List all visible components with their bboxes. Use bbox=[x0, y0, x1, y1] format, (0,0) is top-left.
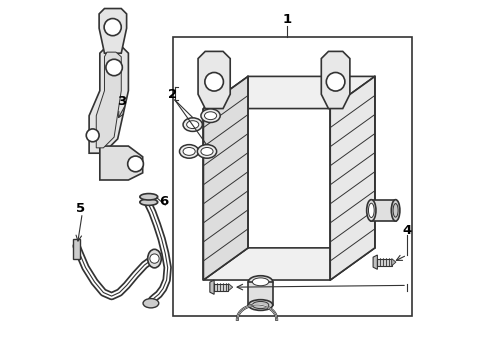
Text: 3: 3 bbox=[117, 95, 125, 108]
Bar bbox=[214, 284, 228, 291]
Bar bbox=[173, 37, 411, 316]
Ellipse shape bbox=[183, 148, 195, 156]
Ellipse shape bbox=[179, 145, 198, 158]
Polygon shape bbox=[203, 248, 374, 280]
Text: 6: 6 bbox=[159, 195, 168, 208]
Ellipse shape bbox=[201, 109, 220, 122]
Circle shape bbox=[325, 72, 344, 91]
Circle shape bbox=[204, 72, 223, 91]
Ellipse shape bbox=[197, 145, 216, 158]
Polygon shape bbox=[198, 51, 230, 109]
Circle shape bbox=[104, 18, 121, 36]
Polygon shape bbox=[99, 9, 126, 53]
Text: 5: 5 bbox=[76, 202, 84, 215]
Ellipse shape bbox=[252, 301, 268, 309]
Text: 4: 4 bbox=[402, 224, 411, 237]
Ellipse shape bbox=[183, 118, 202, 131]
Polygon shape bbox=[203, 76, 247, 280]
Polygon shape bbox=[228, 284, 232, 291]
Ellipse shape bbox=[147, 249, 161, 268]
Polygon shape bbox=[391, 258, 395, 266]
Text: 1: 1 bbox=[282, 13, 291, 26]
Ellipse shape bbox=[204, 112, 216, 120]
Ellipse shape bbox=[140, 194, 157, 200]
Polygon shape bbox=[372, 255, 377, 269]
Polygon shape bbox=[329, 76, 374, 280]
Ellipse shape bbox=[186, 121, 198, 129]
Polygon shape bbox=[321, 51, 349, 109]
Ellipse shape bbox=[248, 300, 272, 310]
Circle shape bbox=[149, 254, 159, 263]
Ellipse shape bbox=[252, 278, 268, 286]
Ellipse shape bbox=[390, 200, 399, 221]
Ellipse shape bbox=[367, 203, 373, 217]
Circle shape bbox=[127, 156, 143, 172]
Circle shape bbox=[106, 59, 122, 76]
Bar bbox=[73, 239, 80, 259]
Polygon shape bbox=[370, 200, 395, 221]
Ellipse shape bbox=[248, 276, 272, 288]
Ellipse shape bbox=[143, 298, 159, 308]
Polygon shape bbox=[248, 282, 272, 305]
Polygon shape bbox=[89, 46, 128, 153]
Bar bbox=[377, 258, 391, 266]
Ellipse shape bbox=[366, 200, 375, 221]
Ellipse shape bbox=[392, 203, 397, 217]
Text: 2: 2 bbox=[168, 88, 177, 101]
Polygon shape bbox=[100, 146, 142, 180]
Polygon shape bbox=[203, 76, 374, 109]
Ellipse shape bbox=[201, 148, 213, 156]
Circle shape bbox=[86, 129, 99, 142]
Polygon shape bbox=[96, 52, 121, 148]
Ellipse shape bbox=[140, 199, 157, 205]
Polygon shape bbox=[209, 280, 214, 294]
